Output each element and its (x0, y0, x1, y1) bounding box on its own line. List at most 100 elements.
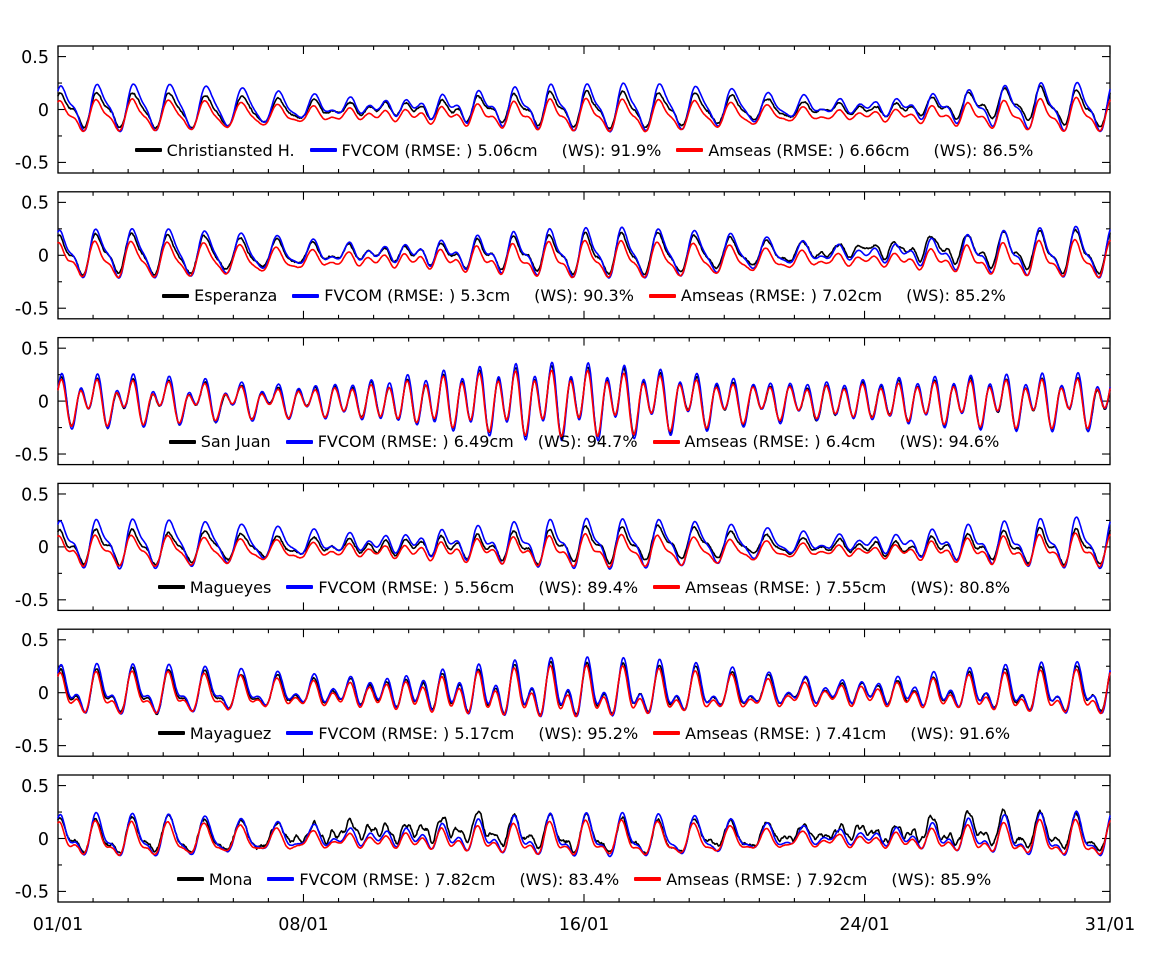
legend-ws-fvcom: (WS): 89.4% (538, 577, 639, 597)
legend-ws-amseas: (WS): 80.8% (910, 577, 1011, 597)
y-ticks (58, 56, 1110, 163)
y-tick-label: -0.5 (15, 445, 49, 465)
legend-line-fvcom-icon (292, 293, 320, 298)
legend-entry-amseas: Amseas (RMSE: ) 6.4cm (WS): 94.6% (652, 432, 1000, 452)
y-tick-label: 0 (38, 684, 49, 704)
series-amseas-line (57, 664, 1111, 718)
legend-label-observation: San Juan (200, 432, 271, 452)
y-tick-label: -0.5 (15, 591, 49, 611)
series-amseas-line (57, 238, 1111, 279)
legend-line-amseas-icon (634, 877, 662, 881)
legend-label-fvcom: FVCOM (RMSE: ) 5.3cm (324, 286, 511, 306)
legend-label-observation: Christiansted H. (166, 140, 295, 160)
legend-line-fvcom-icon (286, 585, 314, 590)
legend-label-amseas: Amseas (RMSE: ) 7.41cm (685, 723, 887, 743)
legend-line-amseas-icon (653, 731, 681, 736)
series-fvcom-line (57, 656, 1111, 718)
x-ticks (57, 46, 1111, 173)
legend-line-fvcom-icon (286, 731, 314, 736)
legend-ws-amseas: (WS): 86.5% (933, 140, 1034, 160)
x-ticks (57, 629, 1111, 757)
legend-line-fvcom-icon (285, 439, 313, 444)
legend-entry-amseas: Amseas (RMSE: ) 6.66cm (WS): 86.5% (676, 141, 1033, 160)
legend-entry-fvcom: FVCOM (RMSE: ) 7.82cm (WS): 83.4% (267, 870, 619, 889)
legend-line-amseas-icon (676, 148, 704, 152)
series-amseas-line (57, 96, 1111, 133)
legend-entry-observation: Christiansted H. (134, 140, 295, 160)
legend-line-amseas-icon (653, 585, 681, 590)
series-amseas-line (57, 532, 1111, 568)
x-tick-label: 01/01 (33, 915, 83, 935)
y-tick-label: 0.5 (21, 339, 49, 359)
legend-ws-amseas: (WS): 94.6% (899, 432, 1000, 452)
y-tick-label: -0.5 (15, 300, 49, 320)
legend-christiansted-h: Christiansted H. FVCOM (RMSE: ) 5.06cm (WS… (58, 137, 1110, 163)
y-tick-label: 0.5 (21, 48, 49, 68)
x-tick-label: 31/01 (1085, 915, 1135, 935)
series-fvcom-line (57, 810, 1111, 858)
legend-ws-amseas: (WS): 91.6% (910, 723, 1011, 743)
legend-label-observation: Magueyes (189, 577, 272, 597)
legend-entry-fvcom: FVCOM (RMSE: ) 5.17cm (WS): 95.2% (286, 724, 638, 743)
legend-label-amseas: Amseas (RMSE: ) 7.92cm (666, 869, 868, 889)
legend-entry-amseas: Amseas (RMSE: ) 7.55cm (WS): 80.8% (653, 578, 1010, 597)
legend-line-fvcom-icon (267, 877, 295, 881)
legend-label-fvcom: FVCOM (RMSE: ) 5.56cm (318, 577, 515, 597)
legend-ws-fvcom: (WS): 83.4% (519, 869, 620, 889)
legend-ws-fvcom: (WS): 91.9% (561, 140, 662, 160)
legend-entry-observation: Esperanza (162, 286, 277, 305)
y-ticks (58, 347, 1110, 455)
series-observation-line (57, 365, 1111, 438)
legend-entry-fvcom: FVCOM (RMSE: ) 5.06cm (WS): 91.9% (309, 140, 662, 160)
y-tick-label: 0 (38, 830, 49, 850)
legend-ws-fvcom: (WS): 94.7% (537, 432, 638, 452)
legend-label-amseas: Amseas (RMSE: ) 6.66cm (708, 140, 910, 160)
x-tick-label: 16/01 (559, 915, 609, 935)
legend-label-fvcom: FVCOM (RMSE: ) 5.06cm (341, 140, 538, 160)
x-tick-label: 24/01 (839, 915, 889, 935)
x-ticks (57, 775, 1111, 902)
legend-label-fvcom: FVCOM (RMSE: ) 5.17cm (318, 723, 515, 743)
legend-label-amseas: Amseas (RMSE: ) 7.02cm (680, 286, 883, 306)
legend-entry-observation: San Juan (168, 432, 271, 452)
legend-label-amseas: Amseas (RMSE: ) 6.4cm (684, 432, 876, 452)
y-tick-label: 0.5 (21, 777, 49, 797)
y-tick-label: 0.5 (21, 194, 49, 214)
legend-mona: Mona FVCOM (RMSE: ) 7.82cm (WS): 83.4% Amse… (58, 866, 1110, 892)
legend-entry-fvcom: FVCOM (RMSE: ) 5.56cm (WS): 89.4% (286, 578, 638, 597)
legend-entry-observation: Mona (176, 870, 252, 889)
legend-san-juan: San Juan FVCOM (RMSE: ) 6.49cm (WS): 94.7%… (58, 429, 1110, 455)
legend-mayaguez: Mayaguez FVCOM (RMSE: ) 5.17cm (WS): 95.2%… (58, 720, 1110, 746)
series-fvcom-line (57, 81, 1111, 133)
x-ticks (57, 191, 1111, 319)
legend-label-fvcom: FVCOM (RMSE: ) 7.82cm (299, 869, 496, 889)
legend-esperanza: Esperanza FVCOM (RMSE: ) 5.3cm (WS): 90.3%… (58, 283, 1110, 309)
legend-entry-amseas: Amseas (RMSE: ) 7.92cm (WS): 85.9% (634, 870, 991, 889)
x-ticks (57, 337, 1111, 465)
series-amseas-line (57, 818, 1111, 857)
legend-entry-observation: Magueyes (157, 577, 272, 597)
legend-entry-amseas: Amseas (RMSE: ) 7.41cm (WS): 91.6% (653, 724, 1010, 743)
legend-line-amseas-icon (652, 439, 680, 444)
series-amseas-line (57, 369, 1111, 438)
series-observation-line (57, 524, 1111, 567)
panel-esperanza: 0.5 0 -0.5 (15, 191, 1111, 320)
legend-line-observation-icon (157, 731, 185, 736)
legend-label-fvcom: FVCOM (RMSE: ) 6.49cm (317, 432, 514, 452)
y-tick-label: -0.5 (15, 154, 49, 174)
legend-entry-amseas: Amseas (RMSE: ) 7.02cm (WS): 85.2% (648, 286, 1006, 306)
legend-label-amseas: Amseas (RMSE: ) 7.55cm (685, 577, 887, 597)
series-fvcom-line (57, 516, 1111, 570)
legend-line-fvcom-icon (309, 148, 337, 152)
legend-label-observation: Esperanza (194, 286, 278, 306)
panel-mayaguez: 0.5 0 -0.5 (15, 628, 1111, 757)
legend-entry-fvcom: FVCOM (RMSE: ) 6.49cm (WS): 94.7% (285, 432, 638, 452)
legend-entry-fvcom: FVCOM (RMSE: ) 5.3cm (WS): 90.3% (292, 286, 634, 305)
y-tick-label: 0 (38, 538, 49, 558)
legend-line-observation-icon (162, 293, 190, 298)
panel-magueyes: 0.5 0 -0.5 (15, 482, 1111, 611)
y-tick-label: 0 (38, 247, 49, 267)
legend-line-observation-icon (157, 585, 185, 590)
legend-line-amseas-icon (648, 293, 676, 298)
